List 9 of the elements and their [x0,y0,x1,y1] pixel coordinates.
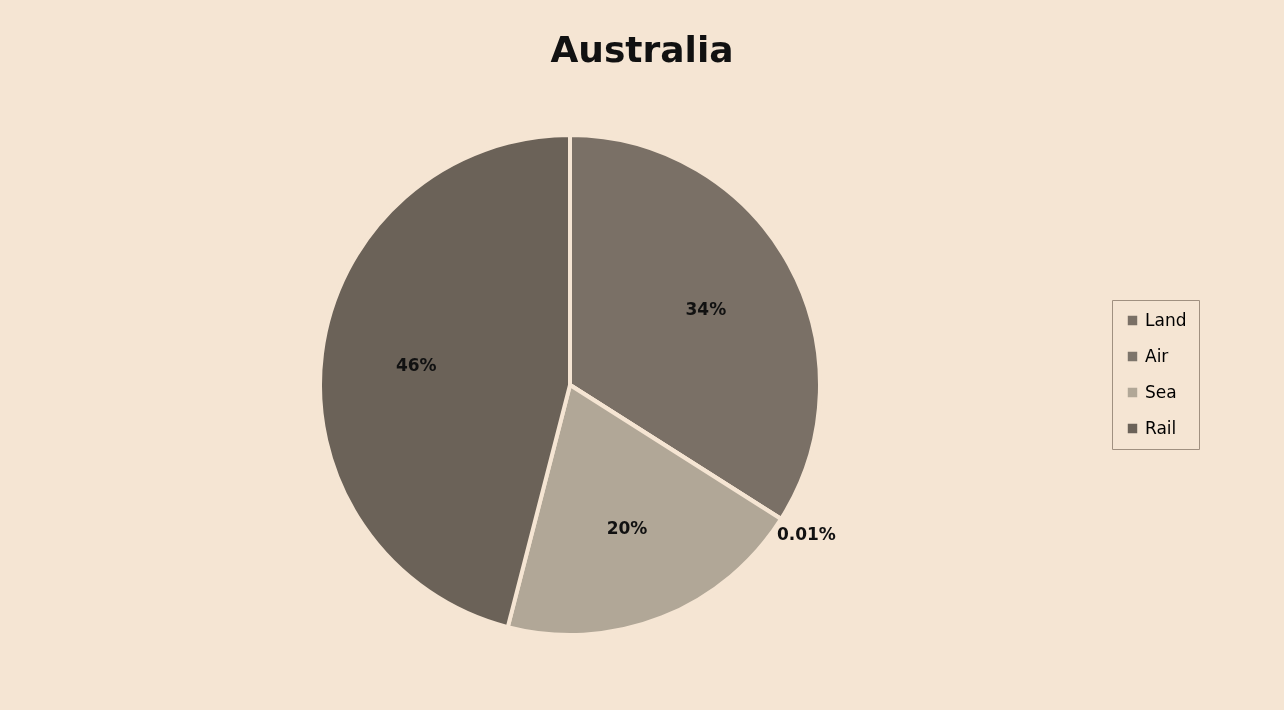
legend-label: Land [1145,309,1187,330]
data-label: 34% [685,299,727,320]
chart-title: Australia [550,29,734,70]
legend-label: Sea [1145,381,1177,402]
legend-label: Rail [1145,417,1177,438]
data-label: 20% [606,518,648,539]
legend-label: Air [1145,345,1169,366]
data-label: 46% [395,354,437,375]
data-label: 0.01% [776,524,836,545]
